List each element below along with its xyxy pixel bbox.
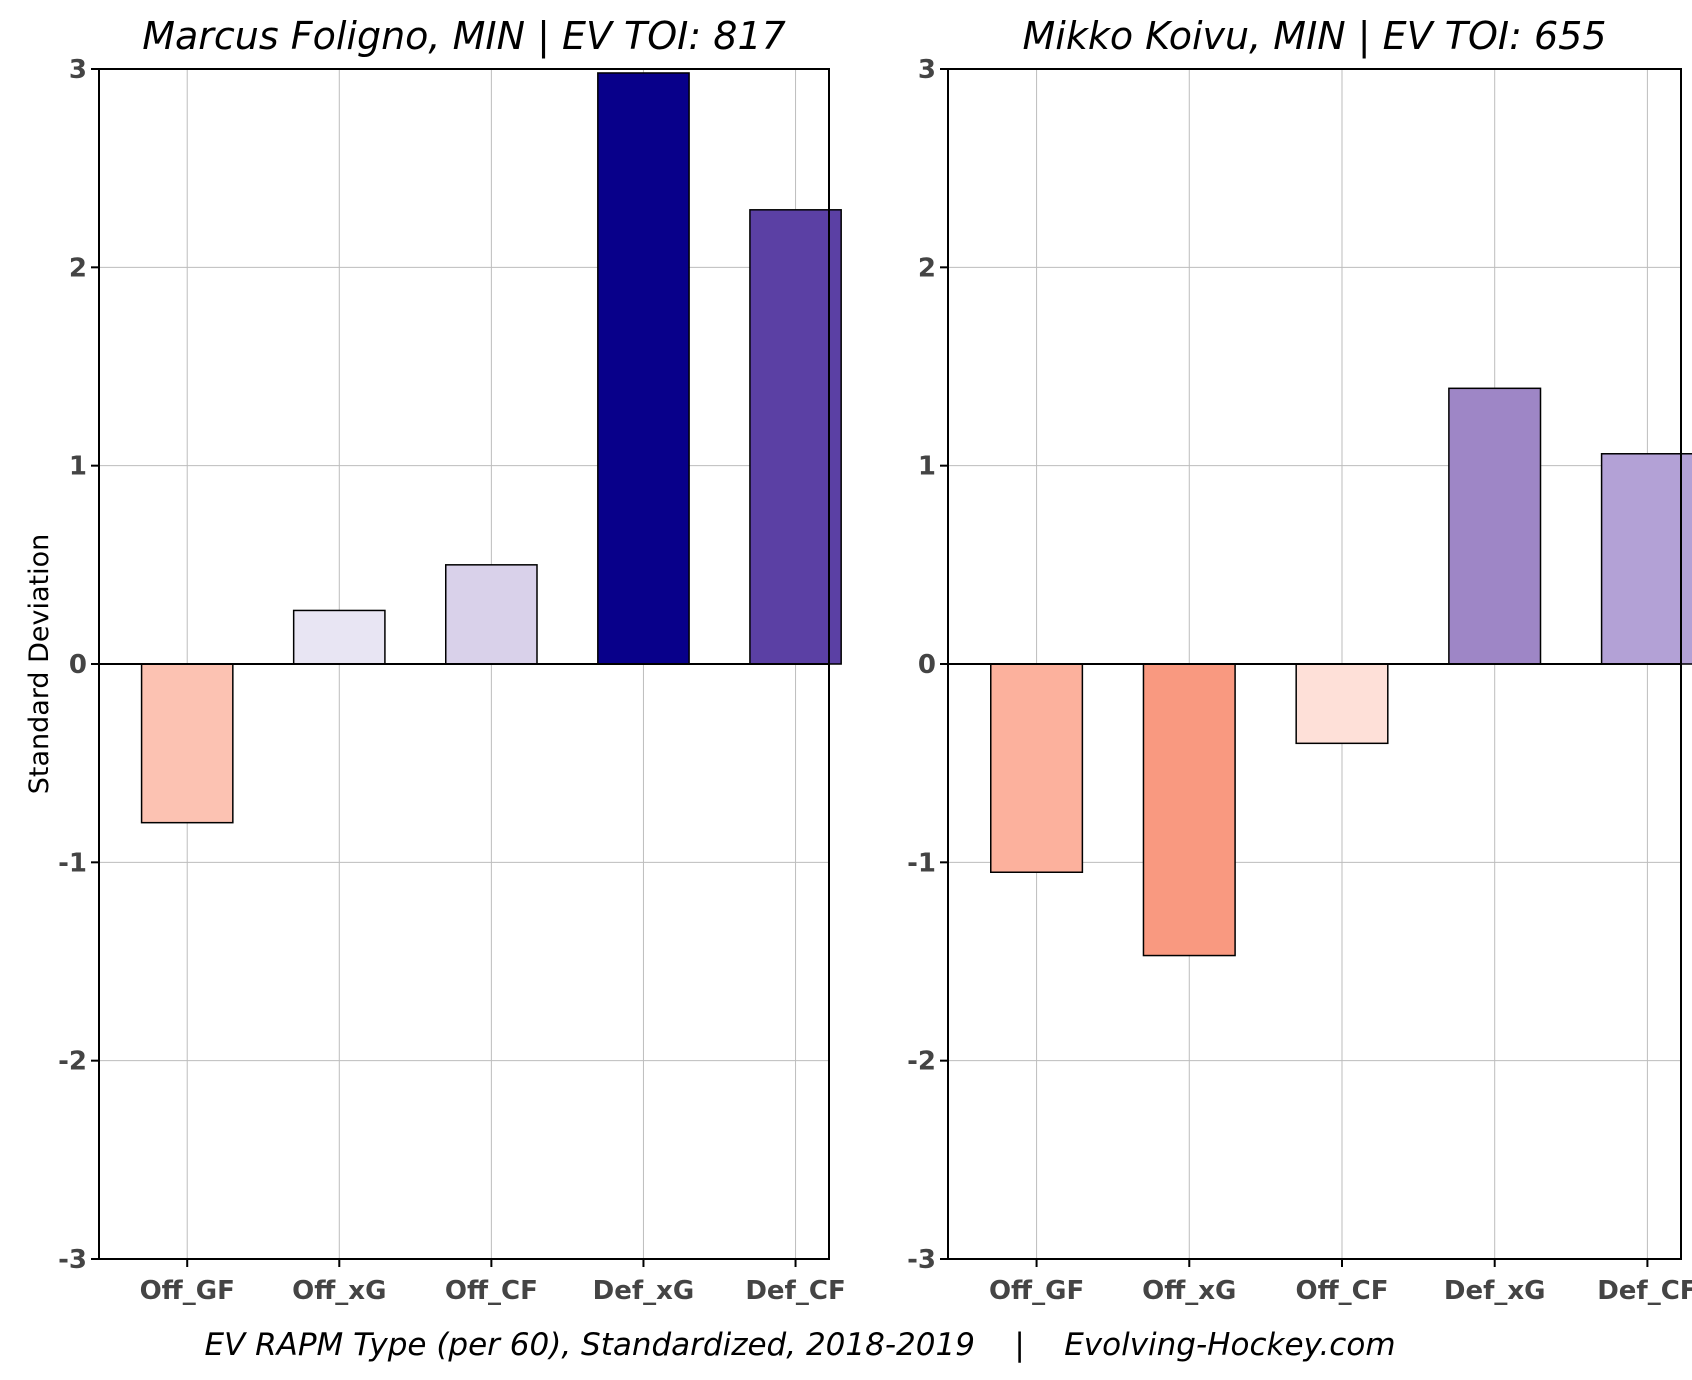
figure-caption: EV RAPM Type (per 60), Standardized, 201… <box>204 1327 1395 1363</box>
y-tick-label: 0 <box>69 650 87 680</box>
bar-def-cf <box>749 209 842 665</box>
x-tick-label: Def_xG <box>1444 1276 1546 1306</box>
bar-def-xg <box>1448 387 1542 665</box>
x-tick-label: Off_CF <box>1295 1276 1388 1306</box>
x-tick-label: Def_xG <box>593 1276 695 1306</box>
y-tick-label: 3 <box>69 55 87 85</box>
y-tick-label: -3 <box>58 1245 87 1275</box>
x-tick-label: Def_CF <box>745 1276 845 1306</box>
bar-off-xg <box>1142 663 1236 957</box>
x-tick-label: Off_GF <box>140 1276 235 1306</box>
y-tick-label: 0 <box>918 650 936 680</box>
y-tick-label: 1 <box>69 452 87 482</box>
y-tick-label: 2 <box>918 253 936 283</box>
y-tick-label: -1 <box>58 848 87 878</box>
x-tick-label: Off_xG <box>1142 1276 1236 1306</box>
chart-title: Mikko Koivu, MIN | EV TOI: 655 <box>1023 14 1607 59</box>
y-tick-label: 3 <box>918 55 936 85</box>
chart-title: Marcus Foligno, MIN | EV TOI: 817 <box>142 14 786 59</box>
x-tick-label: Off_CF <box>445 1276 538 1306</box>
y-tick-label: -3 <box>907 1245 936 1275</box>
x-tick-label: Off_GF <box>989 1276 1084 1306</box>
y-tick-label: -2 <box>907 1047 936 1077</box>
y-tick-label: 1 <box>918 452 936 482</box>
bar-def-cf <box>1600 453 1692 665</box>
y-axis-label: Standard Deviation <box>24 534 55 795</box>
bar-off-cf <box>1295 663 1389 745</box>
bar-off-cf <box>445 564 538 665</box>
bar-off-gf <box>140 663 234 824</box>
chart-panel-2: Mikko Koivu, MIN | EV TOI: 655 3 2 1 0 -1 -2 -3… <box>907 14 1692 1306</box>
bar-off-xg <box>292 609 386 665</box>
y-tick-label: 2 <box>69 253 87 283</box>
chart-panel-1: Marcus Foligno, MIN | EV TOI: 817 3 2 1 0 -1 -… <box>24 14 846 1306</box>
bar-off-gf <box>990 663 1084 873</box>
x-tick-label: Off_xG <box>292 1276 386 1306</box>
y-tick-label: -2 <box>58 1047 87 1077</box>
x-tick-label: Def_CF <box>1597 1276 1692 1306</box>
bar-def-xg <box>597 72 690 665</box>
y-tick-label: -1 <box>907 848 936 878</box>
